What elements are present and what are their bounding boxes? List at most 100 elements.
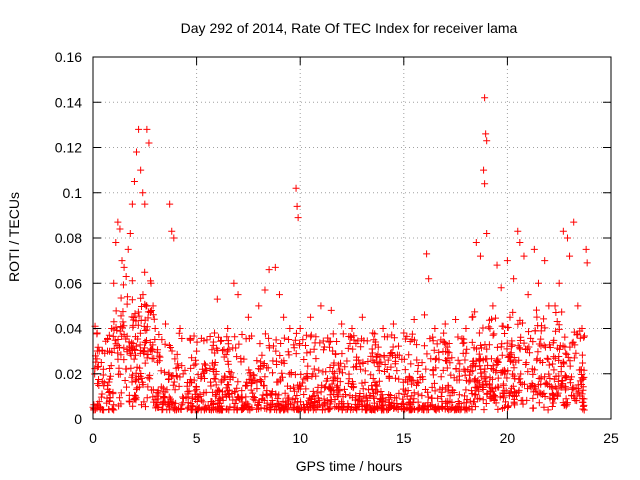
roti-point-bg	[357, 343, 365, 351]
roti-point-bg	[160, 393, 168, 401]
roti-point-bg	[199, 398, 207, 406]
roti-point-bg	[385, 393, 393, 401]
roti-point	[176, 325, 184, 332]
roti-point-bg	[229, 373, 237, 381]
roti-point-bg	[517, 333, 525, 341]
roti-point-bg	[527, 334, 535, 342]
roti-point-bg	[141, 403, 149, 411]
roti-point-bg	[413, 341, 421, 349]
roti-point-bg	[139, 291, 147, 299]
roti-point-bg	[471, 308, 479, 316]
roti-point	[481, 94, 489, 102]
roti-point-bg	[130, 355, 138, 363]
roti-point-bg	[359, 359, 367, 367]
roti-point-bg	[223, 381, 231, 389]
roti-point-bg	[211, 392, 219, 400]
roti-point-bg	[498, 404, 506, 412]
roti-point-bg	[431, 356, 439, 364]
roti-point-bg	[208, 346, 216, 354]
roti-point-bg	[319, 402, 327, 410]
roti-point	[327, 306, 335, 314]
roti-point-bg	[141, 326, 149, 334]
roti-point-bg	[360, 401, 368, 409]
roti-point	[286, 325, 294, 332]
roti-point-bg	[509, 382, 517, 390]
roti-point-bg	[173, 350, 181, 358]
roti-point-bg	[510, 395, 518, 403]
roti-point-bg	[141, 300, 149, 308]
roti-point-bg	[392, 404, 400, 412]
roti-point	[110, 279, 118, 287]
roti-point-bg	[487, 394, 495, 402]
roti-point-bg	[212, 370, 220, 378]
roti-point	[135, 125, 143, 133]
roti-point-bg	[339, 330, 347, 338]
roti-point-bg	[235, 340, 243, 348]
roti-point-bg	[158, 406, 166, 414]
roti-point-bg	[549, 339, 557, 347]
roti-point-bg	[480, 406, 488, 414]
roti-point-bg	[536, 357, 544, 365]
roti-point-bg	[122, 365, 130, 373]
roti-point-bg	[144, 383, 152, 391]
roti-point-bg	[238, 394, 246, 402]
roti-point-bg	[401, 335, 409, 343]
roti-point-bg	[387, 363, 395, 371]
roti-point-bg	[368, 385, 376, 393]
roti-point-bg	[364, 358, 372, 366]
roti-point-bg	[120, 330, 128, 338]
roti-point-bg	[326, 404, 334, 412]
roti-point-bg	[391, 374, 399, 382]
roti-point-bg	[171, 386, 179, 394]
roti-point-bg	[208, 404, 216, 412]
roti-point-bg	[141, 268, 149, 276]
roti-point-bg	[537, 327, 545, 335]
roti-point-bg	[361, 367, 369, 375]
roti-point	[168, 227, 176, 235]
roti-point-bg	[178, 362, 186, 370]
roti-point-bg	[96, 403, 104, 411]
x-tick-label: 10	[292, 430, 308, 446]
roti-point-bg	[253, 357, 261, 365]
roti-point-bg	[552, 372, 560, 380]
roti-point	[139, 189, 147, 197]
roti-point-bg	[383, 333, 391, 341]
roti-point-bg	[543, 379, 551, 387]
roti-point-bg	[132, 377, 140, 385]
roti-point-bg	[424, 399, 432, 407]
roti-point-bg	[303, 349, 311, 357]
roti-point-bg	[286, 384, 294, 392]
roti-point-bg	[369, 375, 377, 383]
roti-point-bg	[408, 335, 416, 343]
roti-point-bg	[233, 404, 241, 412]
y-tick-label: 0.06	[55, 275, 82, 291]
roti-point-bg	[258, 351, 266, 359]
roti-point-bg	[141, 359, 149, 367]
roti-point-bg	[463, 395, 471, 403]
roti-point-bg	[515, 356, 523, 364]
roti-point-bg	[156, 353, 164, 361]
roti-point-bg	[114, 335, 122, 343]
roti-point-bg	[473, 345, 481, 353]
roti-point-bg	[579, 359, 587, 367]
roti-point-bg	[454, 356, 462, 364]
roti-point	[452, 315, 460, 323]
roti-point-bg	[469, 357, 477, 365]
roti-point-bg	[281, 389, 289, 397]
roti-point-bg	[569, 338, 577, 346]
roti-point-bg	[274, 395, 282, 403]
roti-point-bg	[414, 361, 422, 369]
y-tick-label: 0.14	[55, 94, 82, 110]
roti-point-bg	[340, 385, 348, 393]
roti-point-bg	[331, 396, 339, 404]
roti-point-bg	[507, 342, 515, 350]
roti-point-bg	[255, 365, 263, 373]
roti-point-bg	[292, 329, 300, 337]
roti-point-bg	[477, 344, 485, 352]
roti-point	[566, 252, 574, 260]
roti-point-bg	[559, 359, 567, 367]
roti-point-bg	[93, 363, 101, 371]
roti-point-bg	[399, 399, 407, 407]
roti-point	[112, 239, 120, 247]
roti-point-bg	[95, 376, 103, 384]
